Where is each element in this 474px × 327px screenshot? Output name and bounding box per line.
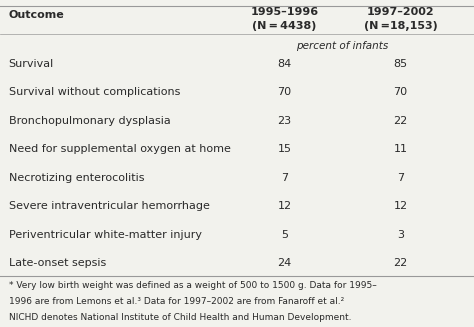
Text: Bronchopulmonary dysplasia: Bronchopulmonary dysplasia [9, 116, 170, 126]
Text: * Very low birth weight was defined as a weight of 500 to 1500 g. Data for 1995–: * Very low birth weight was defined as a… [9, 281, 376, 290]
Text: 1995–1996: 1995–1996 [250, 7, 319, 17]
Text: 1996 are from Lemons et al.³ Data for 1997–2002 are from Fanaroff et al.²: 1996 are from Lemons et al.³ Data for 19… [9, 297, 344, 306]
Text: Outcome: Outcome [9, 10, 64, 20]
Text: 85: 85 [393, 59, 408, 69]
Text: NICHD denotes National Institute of Child Health and Human Development.: NICHD denotes National Institute of Chil… [9, 313, 351, 322]
Text: Late-onset sepsis: Late-onset sepsis [9, 258, 106, 268]
Text: Need for supplemental oxygen at home: Need for supplemental oxygen at home [9, 144, 230, 154]
Text: 3: 3 [397, 230, 404, 240]
Text: percent of infants: percent of infants [296, 41, 389, 51]
Text: 24: 24 [277, 258, 292, 268]
Text: (N =18,153): (N =18,153) [364, 21, 438, 31]
Text: 5: 5 [281, 230, 288, 240]
Text: 15: 15 [277, 144, 292, 154]
Text: 70: 70 [393, 87, 408, 97]
Text: 7: 7 [397, 173, 404, 183]
Text: 12: 12 [393, 201, 408, 211]
Text: Necrotizing enterocolitis: Necrotizing enterocolitis [9, 173, 144, 183]
Text: 11: 11 [393, 144, 408, 154]
Text: 1997–2002: 1997–2002 [367, 7, 434, 17]
Text: 22: 22 [393, 116, 408, 126]
Text: 84: 84 [277, 59, 292, 69]
Text: Severe intraventricular hemorrhage: Severe intraventricular hemorrhage [9, 201, 210, 211]
Text: 22: 22 [393, 258, 408, 268]
Text: 7: 7 [281, 173, 288, 183]
Text: Survival without complications: Survival without complications [9, 87, 180, 97]
Text: Periventricular white-matter injury: Periventricular white-matter injury [9, 230, 201, 240]
Text: Survival: Survival [9, 59, 54, 69]
Text: (N = 4438): (N = 4438) [252, 21, 317, 31]
Text: 12: 12 [277, 201, 292, 211]
Text: 23: 23 [277, 116, 292, 126]
Text: 70: 70 [277, 87, 292, 97]
